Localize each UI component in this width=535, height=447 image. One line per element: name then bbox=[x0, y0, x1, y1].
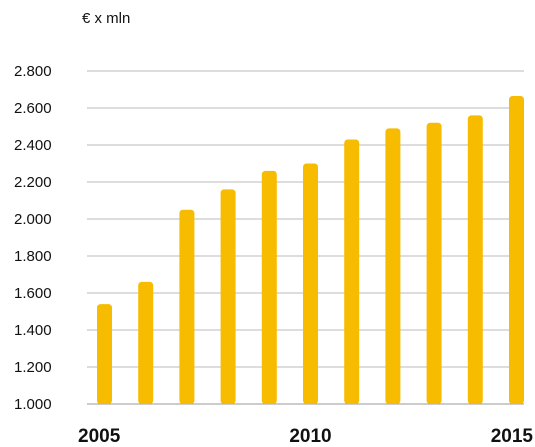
bar-2011 bbox=[344, 139, 360, 404]
y-tick-label: 2.600 bbox=[14, 100, 52, 117]
bar-2008 bbox=[220, 189, 236, 404]
bar-2014 bbox=[467, 115, 483, 405]
bar-2015 bbox=[509, 95, 524, 404]
y-tick-label: 1.200 bbox=[14, 359, 52, 376]
y-tick-label: 2.000 bbox=[14, 211, 52, 228]
unit-label: € x mln bbox=[82, 10, 130, 27]
x-tick-label: 2015 bbox=[491, 426, 534, 447]
bar-2006 bbox=[138, 281, 154, 404]
y-tick-label: 2.400 bbox=[14, 137, 52, 154]
y-tick-label: 1.600 bbox=[14, 285, 52, 302]
y-tick-label: 1.000 bbox=[14, 396, 52, 413]
x-axis-ticks: 2005 2010 2015 bbox=[78, 426, 533, 447]
bars bbox=[97, 95, 524, 405]
y-axis-ticks: 1.000 1.200 1.400 1.600 1.800 2.000 2.200 2.400… bbox=[14, 63, 52, 413]
bar-2007 bbox=[179, 209, 195, 404]
y-tick-label: 2.800 bbox=[14, 63, 52, 80]
x-tick-label: 2005 bbox=[78, 426, 121, 447]
y-tick-label: 2.200 bbox=[14, 174, 52, 191]
bar-2009 bbox=[261, 170, 277, 404]
bar-2013 bbox=[426, 122, 442, 405]
x-tick-label: 2010 bbox=[289, 426, 331, 447]
y-tick-label: 1.800 bbox=[14, 248, 52, 265]
bar-2012 bbox=[385, 128, 401, 404]
bar-2005 bbox=[97, 304, 112, 404]
bar-2010 bbox=[303, 163, 318, 404]
y-tick-label: 1.400 bbox=[14, 322, 52, 339]
